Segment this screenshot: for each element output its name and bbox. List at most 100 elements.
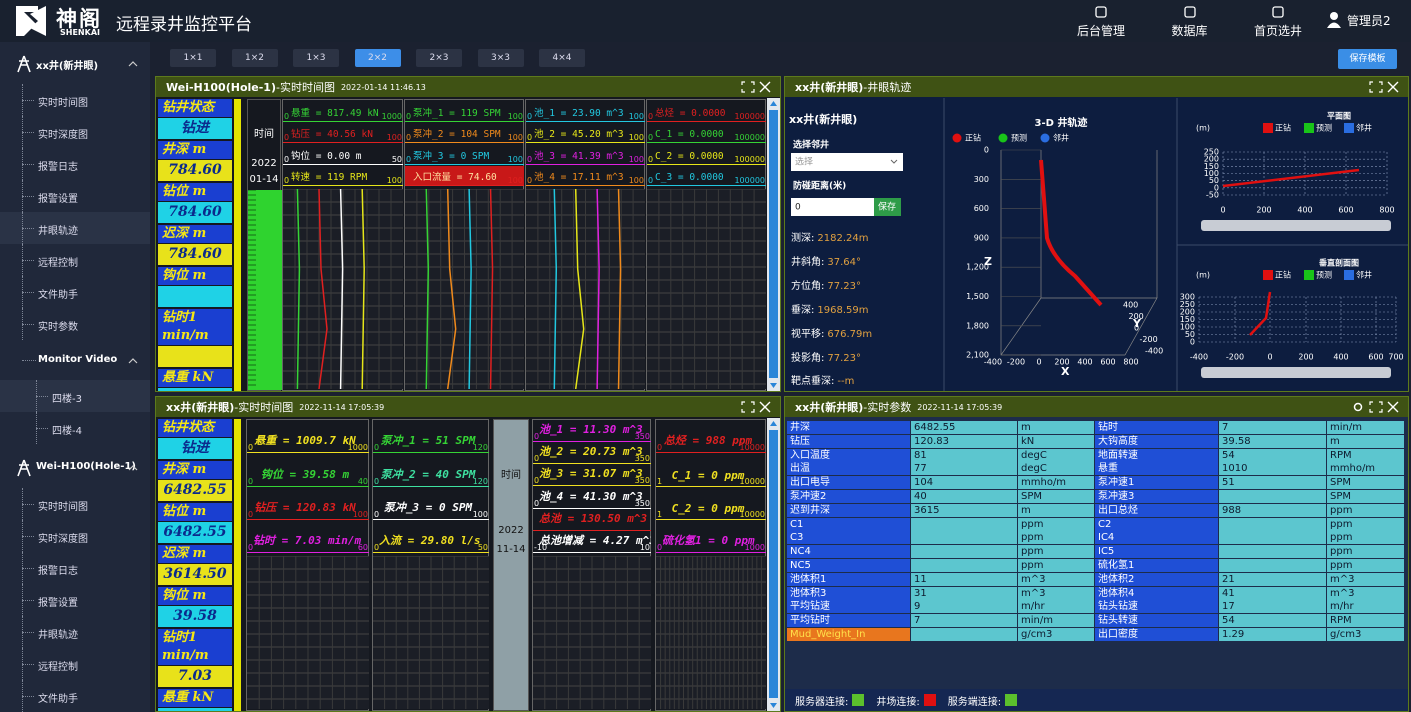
panel-well: Wei-H100(Hole-1) — [166, 81, 276, 94]
curve-line — [554, 189, 556, 389]
save-label: 保存 — [878, 201, 896, 213]
nav-link[interactable]: 文件助手 — [0, 680, 150, 712]
layout-button[interactable]: 1×3 — [293, 49, 339, 67]
param-value — [1219, 559, 1326, 572]
status-light — [1005, 694, 1017, 706]
time-text: 2022 — [248, 158, 280, 169]
nav-link-text: 报警设置 — [38, 190, 78, 205]
param-value: 120.83 — [911, 435, 1017, 448]
scroll-thumb — [769, 110, 778, 378]
tree-line — [22, 360, 36, 361]
layout-button[interactable]: 1×2 — [232, 49, 278, 67]
layout-button[interactable]: 3×3 — [478, 49, 524, 67]
field-label: 防碰距离(米) — [793, 180, 846, 192]
curve-header: 0泵冲_1 = 119 SPM100 — [405, 101, 524, 122]
curve-line — [448, 189, 456, 389]
nav-link[interactable]: 报警设置 — [0, 180, 150, 212]
curve-max: 100 — [508, 112, 523, 121]
param-label: 钻井状态 — [158, 419, 232, 437]
layout-button[interactable]: 1×1 — [170, 49, 216, 67]
nav-icon — [1094, 5, 1108, 19]
save-template-button[interactable]: 保存模板 — [1338, 49, 1397, 69]
logo-icon — [8, 0, 58, 42]
panel: Wei-H100(Hole-1)-实时时间图2022-01-14 11:46.1… — [155, 76, 781, 392]
time-column: 时间202201-14 — [247, 99, 281, 391]
nav-link[interactable]: 实时深度图 — [0, 116, 150, 148]
nav-link[interactable]: 远程控制 — [0, 244, 150, 276]
curve-header: 0池_3 = 41.39 m^3100 — [526, 144, 645, 165]
layout-button[interactable]: 2×2 — [355, 49, 401, 67]
caret — [128, 464, 138, 472]
param-name: 硫化氢1 — [1095, 559, 1218, 572]
nav-link[interactable]: 实时深度图 — [0, 520, 150, 552]
param-name: 池体积4 — [1095, 587, 1218, 600]
nav-link[interactable]: 实时时间图 — [0, 488, 150, 520]
stat: 测深:2182.24m — [791, 231, 868, 244]
panel: xx井(新井眼)-实时时间图2022-11-14 17:05:39钻井状态钻进井… — [155, 396, 781, 712]
panel-header: Wei-H100(Hole-1)-实时时间图2022-01-14 11:46.1… — [156, 77, 780, 97]
curve-line — [619, 189, 621, 389]
user-name[interactable]: 管理员2 — [1347, 12, 1391, 29]
distance-input[interactable] — [791, 198, 874, 216]
curve-min: 0 — [284, 176, 289, 185]
tree-line — [22, 324, 34, 325]
curve-label: 入流 = 29.80 l/s — [379, 532, 477, 548]
tree-line — [22, 260, 34, 261]
nav-link[interactable]: 四楼-3 — [0, 380, 150, 412]
status-label: 井场连接: — [876, 693, 919, 708]
nav-link[interactable]: 实时时间图 — [0, 84, 150, 116]
stat-label: 垂深: — [791, 304, 814, 316]
panel-view: -井眼轨迹 — [863, 79, 911, 95]
param-label: 钻位 m — [158, 183, 232, 201]
param-name: 大钩高度 — [1095, 435, 1218, 448]
panel-icons — [724, 81, 772, 93]
sidebar-subgroup[interactable]: Monitor Video — [0, 340, 150, 380]
nav-item[interactable]: 首页选井 — [1238, 22, 1318, 39]
nav-link[interactable]: 四楼-4 — [0, 412, 150, 444]
nav-link[interactable]: 报警日志 — [0, 148, 150, 180]
sidebar-group[interactable]: xx井(新井眼) — [0, 44, 150, 84]
nav-link[interactable]: 井眼轨迹 — [0, 212, 150, 244]
param-unit: m^3 — [1327, 587, 1404, 600]
param-unit: m^3 — [1018, 573, 1094, 586]
layout-button[interactable]: 4×4 — [539, 49, 585, 67]
nav-link[interactable]: 井眼轨迹 — [0, 616, 150, 648]
curve-header: -10总池增减 = 4.27 m^310 — [533, 532, 651, 553]
param-value: 6482.55 — [911, 421, 1017, 434]
param-label: 钩位 m — [158, 267, 232, 285]
param-value: 817.5 — [158, 388, 232, 392]
sidebar-group[interactable]: Wei-H100(Hole-1) — [0, 448, 150, 488]
param-value — [911, 531, 1017, 544]
z-tick-label: 1,800 — [966, 321, 989, 330]
nav-link[interactable]: 报警设置 — [0, 584, 150, 616]
param-label: 井深 m — [158, 141, 232, 159]
param-name: 钻时 — [1095, 421, 1218, 434]
nav-item[interactable]: 数据库 — [1150, 22, 1230, 39]
curve-min: 0 — [284, 112, 289, 121]
param-value: 39.58 — [158, 606, 232, 627]
nav-link[interactable]: 实时参数 — [0, 308, 150, 340]
param-name: 入口温度 — [787, 449, 910, 462]
x-tick-label: 600 — [1100, 358, 1115, 367]
curve-min: 0 — [527, 112, 532, 121]
param-name: 池体积3 — [787, 587, 910, 600]
curve-label: 池_1 = 23.90 m^3 — [534, 105, 633, 119]
stat-value: 77.23° — [827, 281, 861, 292]
stat-value: 676.79m — [827, 329, 872, 340]
param-unit: SPM — [1018, 490, 1094, 503]
param-unit: m — [1018, 421, 1094, 434]
nav-link[interactable]: 报警日志 — [0, 552, 150, 584]
param-unit: ppm — [1018, 559, 1094, 572]
plot-title: 垂直剖面图 — [1319, 258, 1359, 268]
curve-label: 钻压 = 120.83 kN — [253, 499, 357, 515]
panel-header: xx井(新井眼)-实时时间图2022-11-14 17:05:39 — [156, 397, 780, 417]
layout-button[interactable]: 2×3 — [416, 49, 462, 67]
nav-link[interactable]: 文件助手 — [0, 276, 150, 308]
range-slider — [1201, 367, 1391, 378]
nav-item[interactable]: 后台管理 — [1061, 22, 1141, 39]
param-value — [1219, 490, 1326, 503]
param-name: NC4 — [787, 545, 910, 558]
nav-link[interactable]: 远程控制 — [0, 648, 150, 680]
curve-header: 0硫化氢1 = 0 ppm1000 — [656, 521, 766, 553]
curve-max: 1000 — [348, 443, 368, 452]
